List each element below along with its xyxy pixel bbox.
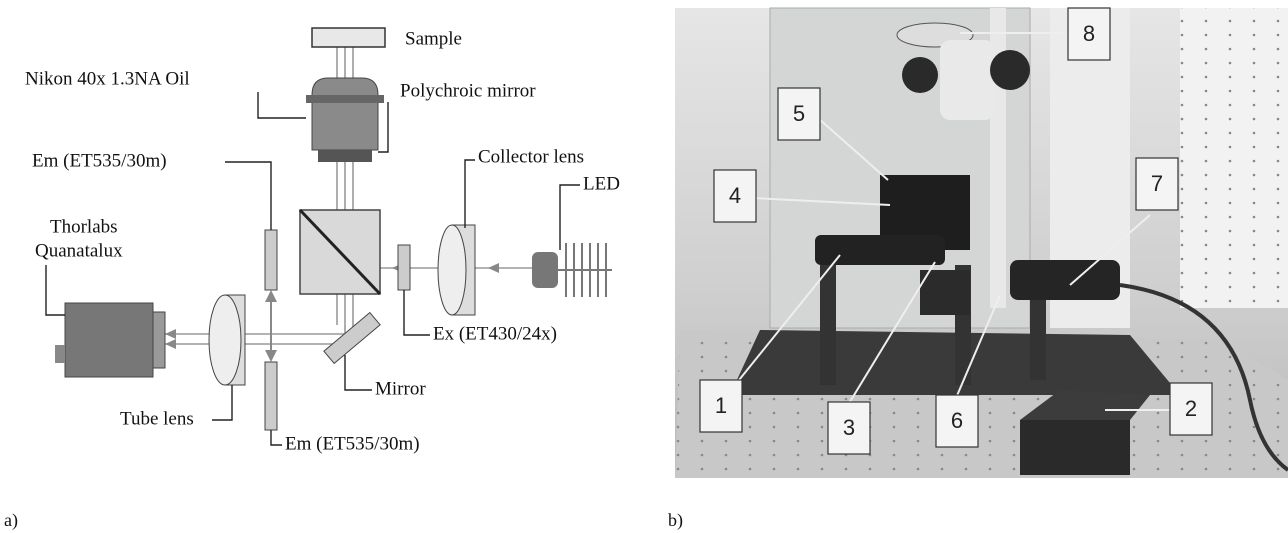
label: Sample [405,28,462,49]
arrowhead [165,339,176,349]
label: Polychroic mirror [400,80,536,101]
camera-connector [55,345,65,363]
led-housing [1010,260,1120,300]
eyepiece [902,57,938,93]
label: Quanatalux [35,240,123,261]
label: Collector lens [478,146,584,167]
em-filter-bottom [265,362,277,430]
stereo-head [940,40,995,120]
mirror [324,313,380,364]
arrowhead [265,350,277,362]
led-body [532,252,558,288]
label: Nikon 40x 1.3NA Oil [25,68,190,89]
callout-number: 2 [1185,396,1197,421]
diagram: Sample Nikon 40x 1.3NA Oil Polychroic mi… [25,28,620,454]
leader [345,355,372,390]
ex-filter [398,245,410,290]
leader [46,265,65,315]
cube-mount [920,270,970,315]
knob [990,50,1030,90]
arrowhead [265,290,277,302]
callout-number: 8 [1083,21,1095,46]
objective-tip [318,150,372,162]
figure: Sample Nikon 40x 1.3NA Oil Polychroic mi… [0,0,1288,533]
objective-band [306,95,384,103]
camera [65,303,153,377]
label: Tube lens [120,408,194,429]
panel-label: a) [4,510,18,531]
leader [212,385,232,420]
callout-number: 5 [793,101,805,126]
arrowhead [165,329,176,339]
callout-number: 4 [729,183,741,208]
callout-number: 6 [951,408,963,433]
sample-slide [312,28,385,47]
arrowhead [488,263,499,273]
panel-label: b) [668,510,683,531]
objective [312,78,378,150]
leader [465,160,475,228]
leader [225,162,271,230]
wall-holes [1180,8,1288,308]
label: Mirror [375,378,426,399]
leader [271,430,282,445]
tube-lens [209,295,241,385]
label: Em (ET535/30m) [285,433,420,454]
label: Em (ET535/30m) [32,150,167,171]
camera-mount [153,312,165,368]
label: Thorlabs [50,216,118,237]
leader [560,185,580,250]
led-heatsink [558,243,612,297]
leader [378,102,388,152]
post [1030,300,1046,380]
leader [404,290,430,335]
callout-number: 3 [843,415,855,440]
em-filter-top [265,230,277,290]
label: LED [583,173,620,194]
callout-number: 1 [715,393,727,418]
label: Ex (ET430/24x) [433,323,557,344]
callout-number: 7 [1151,171,1163,196]
collector-lens [438,225,466,315]
leader [258,92,306,118]
post [820,265,836,385]
driver-box [1020,420,1130,475]
